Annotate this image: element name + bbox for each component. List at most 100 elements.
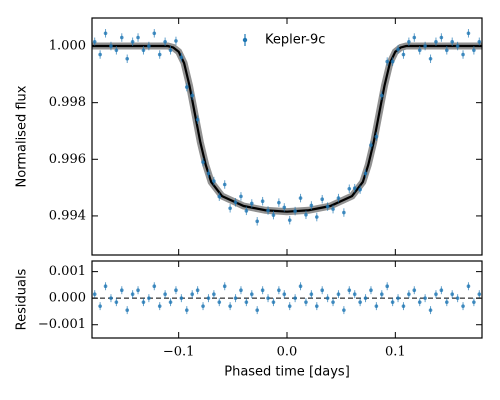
data-point [412,288,417,293]
data-point [314,304,319,308]
data-point [114,48,119,53]
data-point [179,296,184,300]
data-point [92,292,97,296]
plot-frame [91,17,483,256]
y-tick-label: 1.000 [49,39,86,54]
data-point [119,35,124,40]
data-point [390,300,395,304]
data-point [461,304,465,308]
data-point [352,186,357,190]
data-point [136,35,140,40]
data-point [130,39,135,44]
x-tick-label: −0.1 [163,345,195,360]
data-point [98,304,102,308]
data-point [477,39,482,44]
y-tick-label: −0.001 [38,317,86,332]
data-point [119,288,124,293]
data-point [179,55,184,60]
data-point [434,39,438,44]
data-point [201,160,205,164]
data-point [109,296,113,300]
data-point [385,59,390,64]
data-point [320,288,325,293]
data-point [195,288,200,293]
data-point [92,39,97,44]
data-point [455,296,460,300]
data-point [277,200,281,205]
data-point [184,85,189,89]
data-point [287,218,292,222]
data-point [163,39,167,44]
data-point [466,31,471,36]
data-point [358,187,362,192]
data-point [125,56,130,61]
data-point [309,292,314,296]
data-point [244,300,249,304]
data-point [336,196,341,200]
data-point [201,304,205,308]
data-point [195,117,200,122]
data-point [342,210,346,215]
data-point [428,308,433,312]
data-point [320,197,325,202]
data-point [396,47,400,52]
data-point [277,288,281,293]
data-point [417,300,422,304]
data-point [217,300,222,304]
data-point [98,52,102,57]
data-point [325,204,330,209]
data-point [390,59,395,64]
data-point [423,44,427,48]
data-point [206,296,211,300]
data-point [407,39,411,44]
data-point [157,52,162,57]
data-point [266,208,270,213]
data-point [428,56,433,61]
data-point [434,292,438,296]
data-point [212,292,216,296]
data-point [450,292,455,296]
data-point [412,35,417,40]
data-point [331,207,335,211]
data-point [239,194,243,199]
data-point [282,292,287,296]
data-point [439,288,444,293]
data-point [287,304,292,308]
data-point [222,182,227,187]
y-tick-label: 0.000 [49,291,86,306]
y-tick-label: 0.998 [49,95,86,110]
data-point [379,93,384,98]
y-tick-label: 0.996 [49,152,86,167]
data-point [423,296,427,300]
data-point [244,209,249,213]
data-point [212,179,216,183]
data-point [190,93,195,98]
data-point [444,300,449,304]
data-point [163,292,167,296]
data-point [109,44,113,48]
data-point [342,308,346,312]
data-point [271,213,276,217]
data-point [190,292,195,296]
data-point [260,199,265,204]
data-point [401,304,406,308]
data-point [472,300,476,304]
data-point [466,284,471,289]
data-point [174,288,178,293]
plot-frame [91,260,483,339]
data-point [396,296,400,300]
model-band [92,42,482,216]
data-point [331,300,335,304]
data-point [293,209,297,213]
data-point [233,296,238,300]
legend-label: Kepler-9c [265,33,325,48]
data-point [249,201,254,206]
data-point [298,284,303,289]
data-point [298,196,303,200]
data-point [136,288,140,293]
data-point [304,212,308,217]
data-point [369,288,373,293]
y-tick-label: 0.994 [49,208,86,223]
data-point [325,296,330,300]
data-point [352,292,357,296]
